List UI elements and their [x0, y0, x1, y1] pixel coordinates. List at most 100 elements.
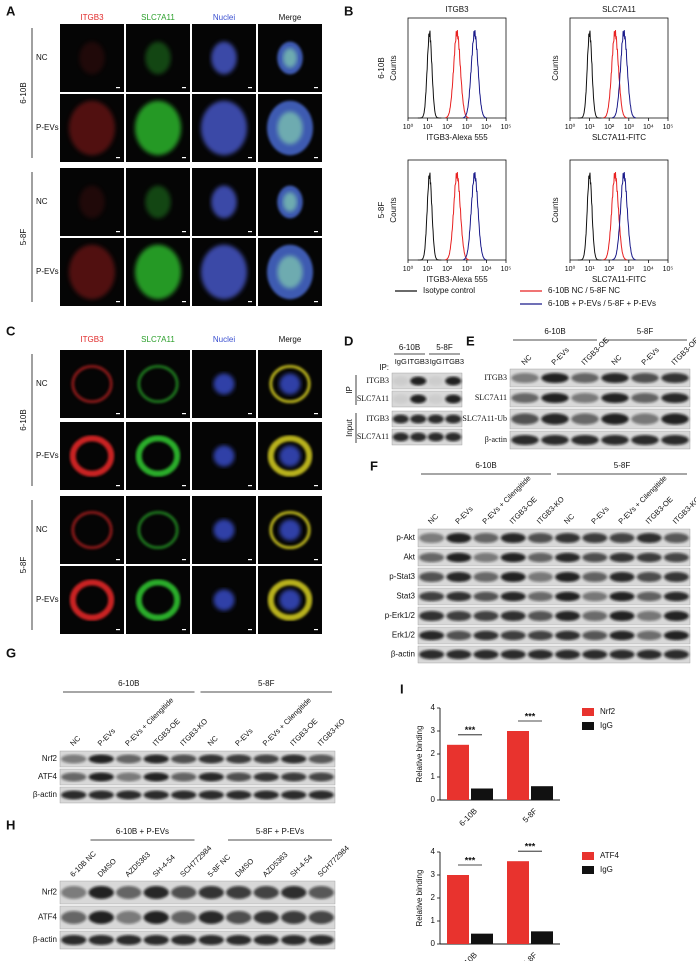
band [473, 610, 499, 622]
x-tick-label: 10¹ [423, 266, 434, 273]
lane-label: P-EVs [639, 345, 661, 367]
panel-letter: F [370, 458, 378, 473]
band [281, 911, 307, 924]
scale-bar [182, 485, 186, 487]
cell-image [266, 100, 314, 156]
band [281, 790, 307, 800]
band [500, 532, 526, 544]
cell-signal [269, 364, 311, 404]
legend-label: ATF4 [600, 851, 620, 860]
histogram-curve [577, 172, 602, 261]
legend-label: 6-10B + P-EVs / 5-8F + P-EVs [548, 299, 656, 308]
lane-label: DMSO [233, 856, 255, 878]
scale-bar [248, 157, 252, 159]
scale-bar [116, 301, 120, 303]
group-label: 6-10B [118, 679, 139, 688]
scale-bar [248, 301, 252, 303]
group-label: 5-8F [436, 343, 453, 352]
lane-label: SCH772984 [316, 844, 351, 879]
histogram-curve [462, 172, 487, 261]
band [446, 630, 472, 641]
band [392, 414, 409, 424]
band [281, 754, 307, 764]
row-label: NC [36, 197, 48, 206]
band [446, 552, 472, 563]
band [198, 772, 224, 782]
scale-bar [248, 87, 252, 89]
micrograph [126, 422, 190, 490]
band [473, 591, 499, 602]
band [473, 552, 499, 563]
band [171, 790, 197, 800]
band [308, 754, 334, 764]
bar [507, 731, 529, 800]
y-tick-label: 0 [431, 795, 436, 804]
plot-title: SLC7A11 [602, 5, 636, 14]
lane-label: IgG [430, 357, 442, 366]
row-label: P-EVs [36, 267, 59, 276]
y-tick-label: 4 [431, 847, 436, 856]
scale-bar [314, 629, 318, 631]
row-label: β-actin [485, 435, 507, 444]
band [500, 552, 526, 563]
band [601, 434, 629, 446]
micrograph [60, 350, 124, 418]
micrograph [60, 422, 124, 490]
band [636, 552, 662, 563]
panel-letter: E [466, 333, 475, 348]
lane-label: AZD5363 [261, 850, 290, 879]
lane-label: ITGB3-KO [535, 495, 566, 526]
cell-signal [137, 364, 179, 404]
lane-label: ITGB3-KO [671, 495, 696, 526]
band [555, 552, 581, 563]
band [445, 432, 462, 442]
band [419, 571, 445, 583]
band [61, 754, 87, 764]
micrograph [126, 496, 190, 564]
band [527, 649, 553, 660]
band [143, 754, 169, 764]
scale-bar [116, 87, 120, 89]
row-label: β-actin [33, 935, 57, 944]
scale-bar [314, 87, 318, 89]
band [661, 372, 689, 384]
group-label: 6-10B [544, 327, 565, 336]
lane-label: P-EVs [96, 726, 118, 748]
band [419, 649, 445, 660]
cell-signal [277, 111, 303, 145]
band [473, 630, 499, 641]
scale-bar [182, 87, 186, 89]
cell-image [71, 510, 113, 550]
y-axis-label: Counts [551, 55, 560, 80]
band [419, 532, 445, 544]
band [636, 630, 662, 641]
cell-image [71, 364, 113, 404]
scale-bar [116, 559, 120, 561]
band [541, 434, 569, 446]
cell-image [137, 510, 179, 550]
band [609, 571, 635, 583]
lane-label: NC [206, 733, 220, 747]
cell-image [213, 589, 235, 611]
band [636, 591, 662, 602]
histogram-curve [611, 30, 636, 119]
band [609, 552, 635, 563]
band [226, 934, 252, 946]
x-tick-label: 10⁵ [501, 124, 512, 131]
band [582, 571, 608, 583]
cell-signal [282, 48, 298, 68]
significance: *** [525, 842, 536, 852]
row-label: ITGB3 [366, 376, 389, 385]
micrograph [126, 350, 190, 418]
lane-label: NC [68, 733, 82, 747]
row-label: ATF4 [38, 772, 58, 781]
lane-label: 6-10B NC [68, 849, 98, 879]
band [582, 532, 608, 544]
scale-bar [182, 629, 186, 631]
band [410, 376, 427, 386]
band [143, 790, 169, 800]
band [527, 591, 553, 602]
row-label: SLC7A11 [357, 432, 389, 441]
plot-frame [407, 17, 507, 119]
row-label: Stat3 [396, 592, 415, 601]
